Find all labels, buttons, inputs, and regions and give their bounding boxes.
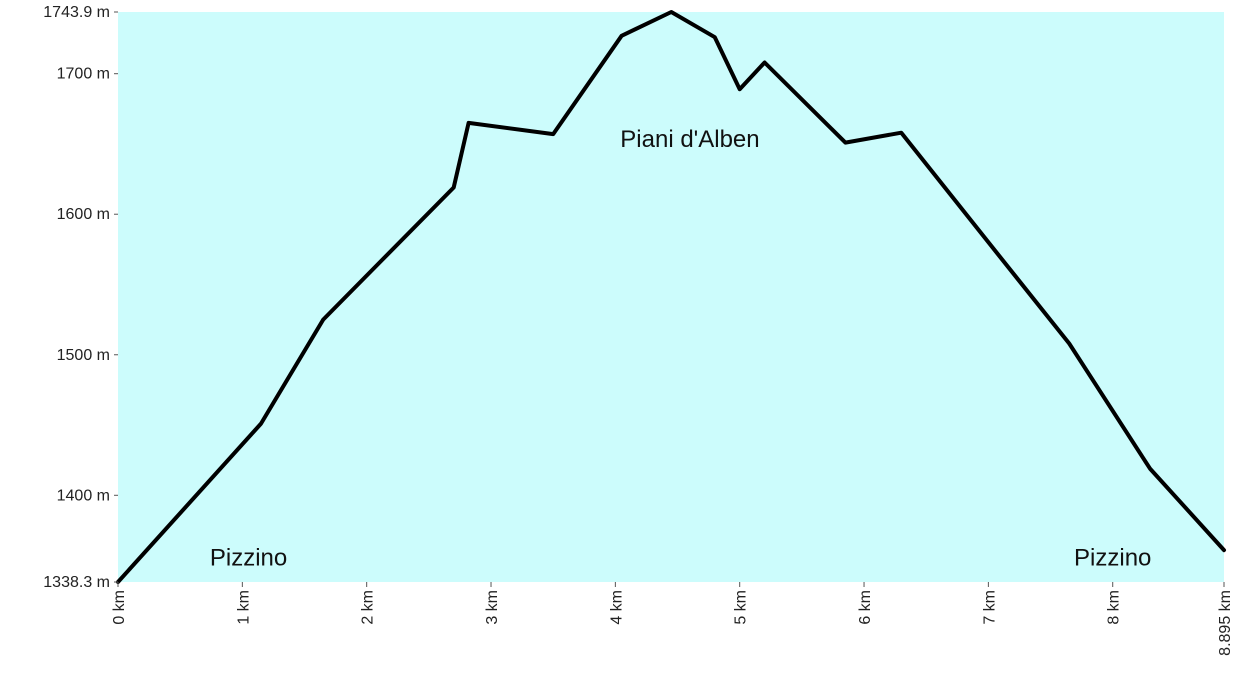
annotation-label: Pizzino <box>210 545 287 572</box>
elevation-line <box>116 10 1226 584</box>
y-axis-ticks: 1338.3 m 1400 m 1500 m 1600 m 1700 m 1743.9 m <box>43 4 118 591</box>
y-tick-label: 1600 m <box>57 206 110 223</box>
x-tick-label: 4 km <box>608 590 625 625</box>
x-tick-label: 5 km <box>733 590 750 625</box>
annotation-label: Pizzino <box>1074 545 1151 572</box>
y-tick-label: 1400 m <box>57 487 110 504</box>
elevation-area-fill <box>118 12 1224 582</box>
x-tick-label: 1 km <box>235 590 252 625</box>
x-tick-label: 2 km <box>360 590 377 625</box>
x-tick-label: 0 km <box>111 590 128 625</box>
annotation-label: Piani d'Alben <box>620 126 759 153</box>
x-tick-label: 6 km <box>857 590 874 625</box>
y-tick-label: 1700 m <box>57 66 110 83</box>
x-tick-label: 7 km <box>981 590 998 625</box>
x-tick-label: 3 km <box>484 590 501 625</box>
x-tick-label: 8 km <box>1106 590 1123 625</box>
y-tick-label: 1500 m <box>57 347 110 364</box>
y-tick-label: 1743.9 m <box>43 4 110 21</box>
x-tick-label: 8.895 km <box>1217 590 1234 656</box>
y-tick-label: 1338.3 m <box>43 574 110 591</box>
x-axis-ticks: 0 km 1 km 2 km 3 km 4 km 5 km 6 km 7 km 8 km 8.89… <box>111 582 1234 656</box>
annotations: Pizzino Piani d'Alben Pizzino <box>210 126 1152 572</box>
